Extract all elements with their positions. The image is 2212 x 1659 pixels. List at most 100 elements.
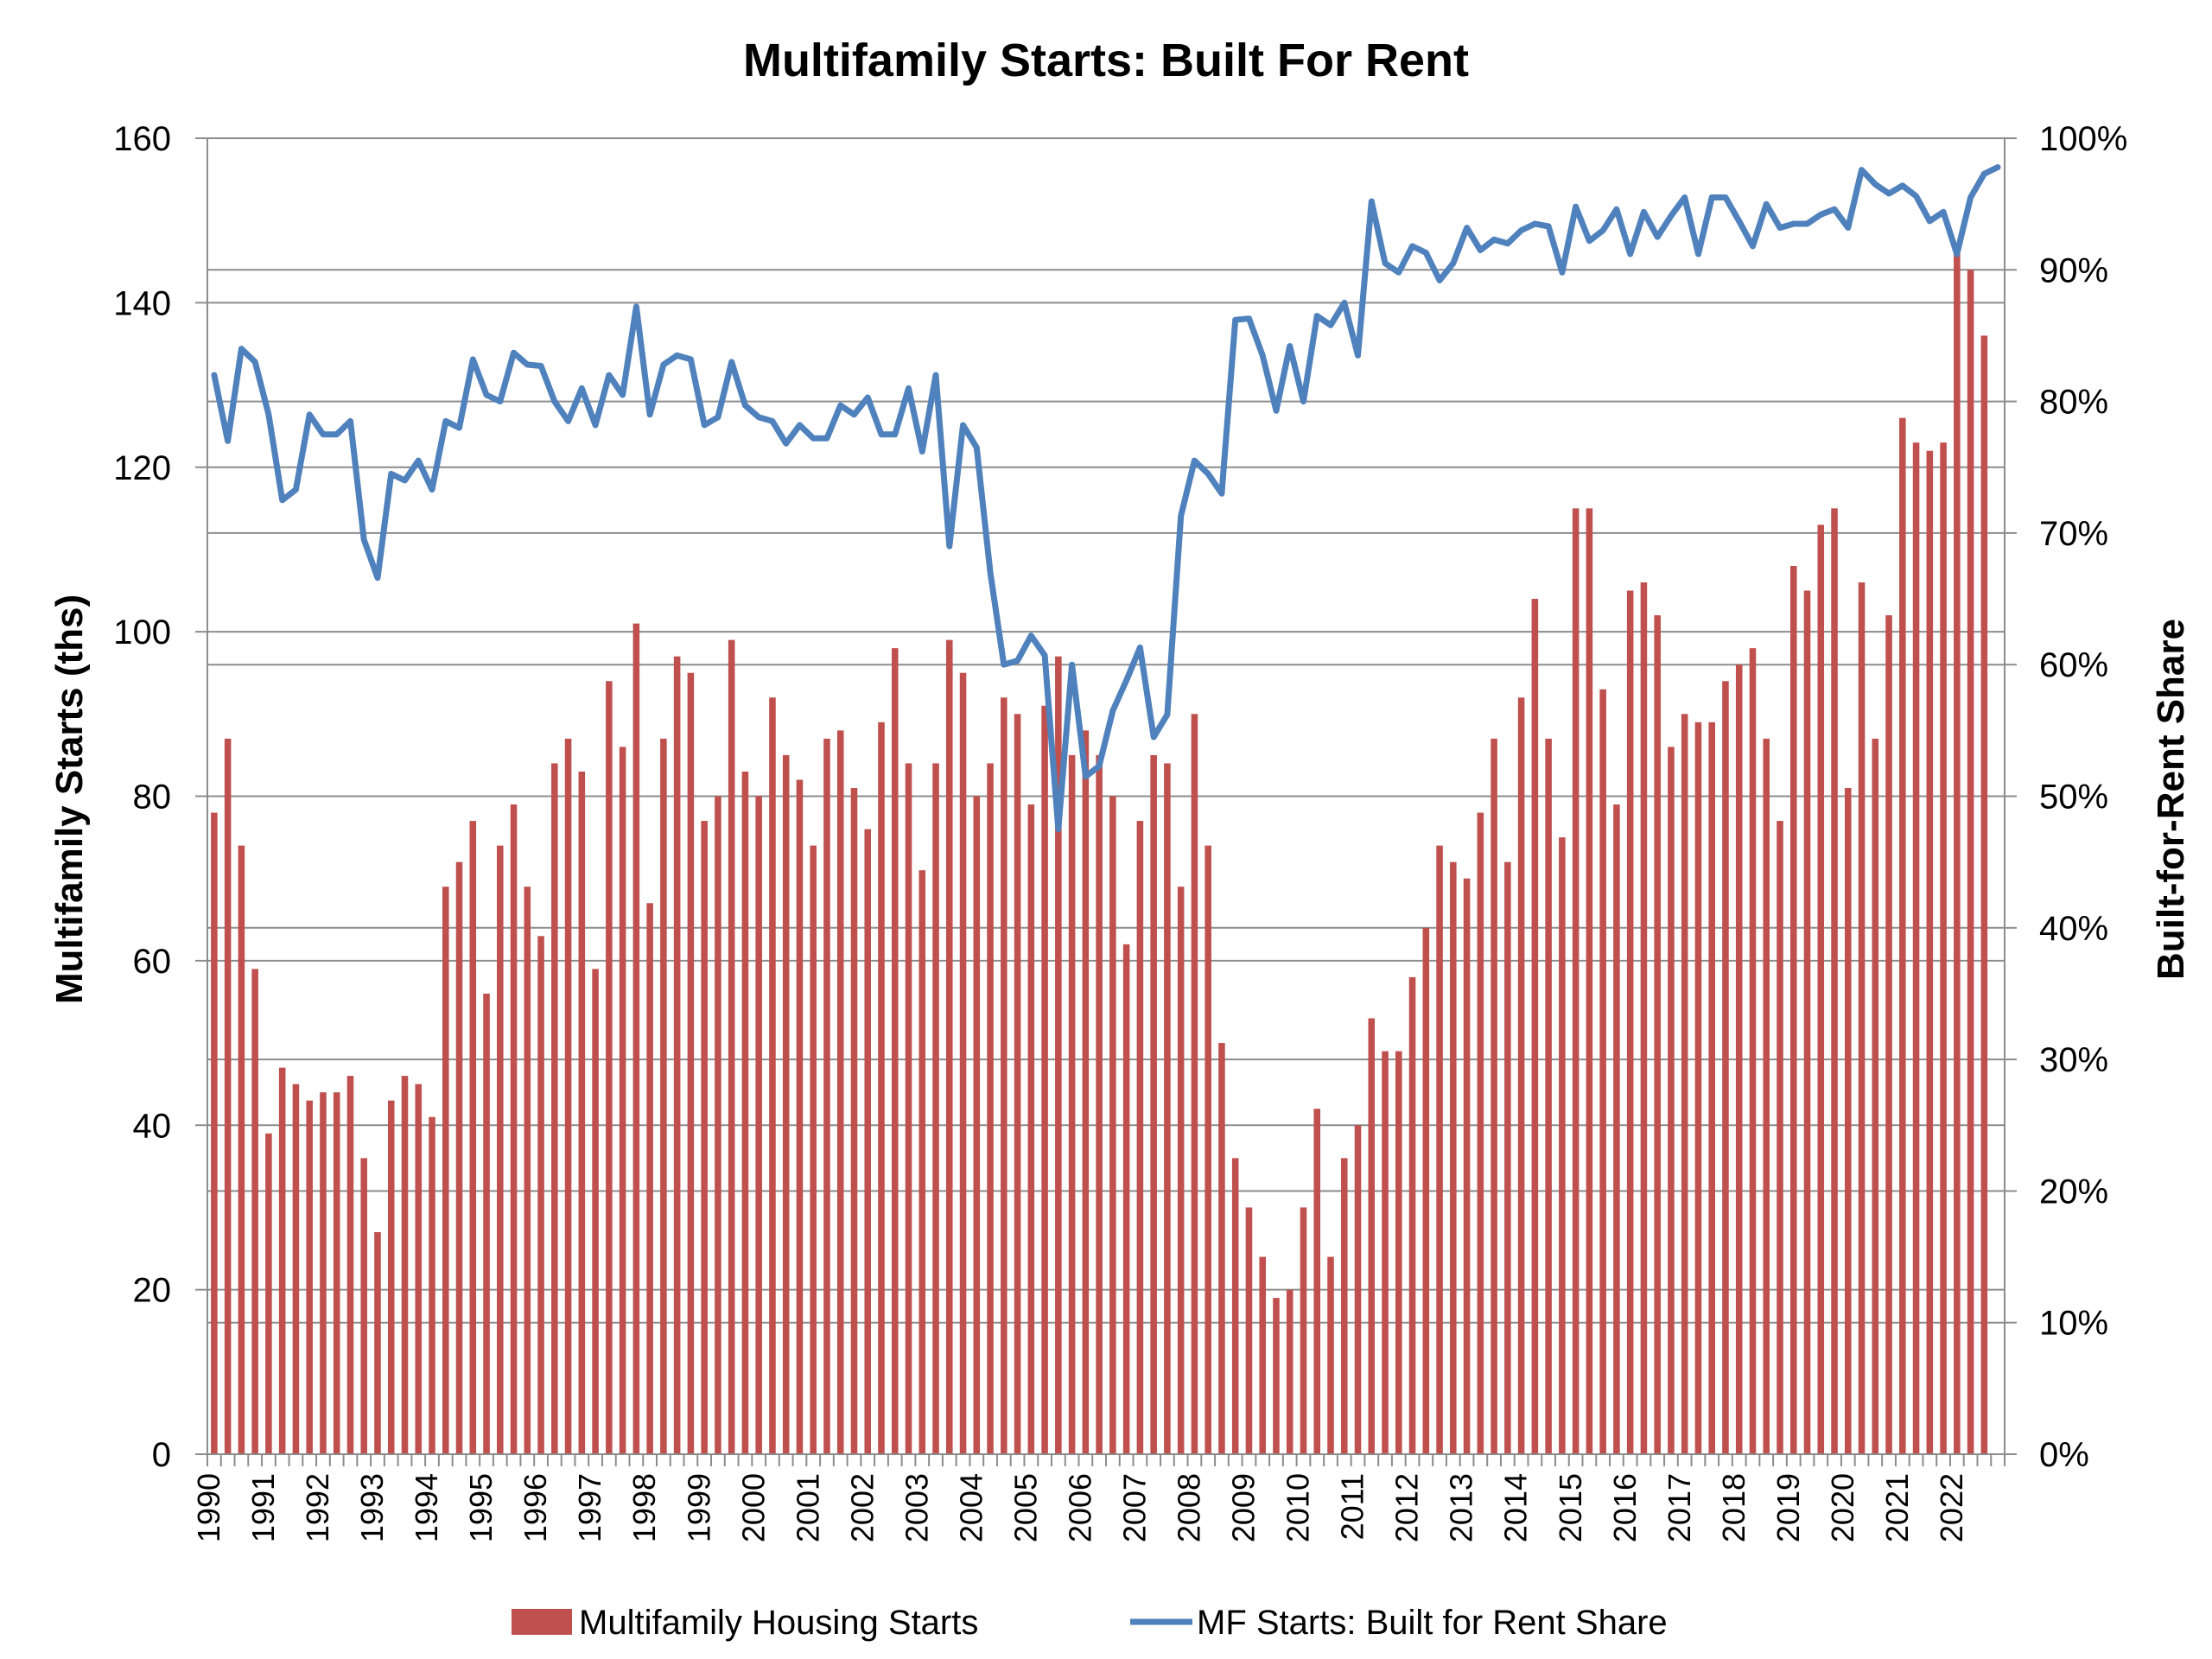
bar (278, 1067, 286, 1454)
right-tick-label: 90% (2039, 251, 2108, 289)
bar (1286, 1289, 1294, 1454)
x-tick-label: 1999 (681, 1473, 716, 1542)
bar (905, 763, 912, 1454)
bar (1082, 730, 1090, 1454)
bar (728, 639, 735, 1454)
bar (537, 936, 544, 1454)
gridlines (207, 137, 2005, 1324)
x-tick-label: 1990 (191, 1473, 226, 1542)
bar (333, 1092, 340, 1454)
bar (646, 903, 653, 1454)
bar (741, 771, 749, 1454)
bar (1422, 927, 1430, 1454)
bar (1205, 845, 1211, 1454)
x-tick-label: 2003 (899, 1473, 934, 1542)
bar (1001, 697, 1007, 1454)
x-tick-label: 2005 (1007, 1473, 1043, 1542)
left-tick-label: 140 (113, 284, 171, 322)
right-tick-label: 0% (2039, 1436, 2089, 1474)
bar (429, 1116, 435, 1454)
bar (1191, 714, 1198, 1454)
x-tick-label: 2015 (1553, 1473, 1588, 1542)
bar (1586, 508, 1593, 1454)
bar (1218, 1043, 1225, 1454)
bar (619, 747, 626, 1454)
bar (1477, 812, 1484, 1454)
left-tick-label: 120 (113, 449, 171, 487)
bar (1749, 648, 1757, 1454)
right-tick-label: 40% (2039, 910, 2108, 948)
bar (1014, 714, 1021, 1454)
x-tick-label: 2019 (1770, 1473, 1806, 1542)
bar (1150, 754, 1157, 1454)
bar (1531, 599, 1539, 1454)
bar (715, 796, 721, 1454)
bar (374, 1231, 381, 1454)
x-tick-label: 2014 (1498, 1473, 1534, 1542)
bar (1450, 861, 1457, 1454)
bar (1559, 837, 1566, 1454)
y-axis-title: Multifamily Starts (ths) (48, 594, 91, 1004)
bar (1817, 524, 1825, 1454)
left-tick-label: 80 (133, 779, 172, 817)
bar (1831, 508, 1838, 1454)
right-tick-label: 100% (2039, 120, 2127, 158)
x-tick-label: 2012 (1389, 1473, 1425, 1542)
x-tick-label: 2021 (1879, 1473, 1915, 1542)
bar (483, 993, 490, 1454)
legend: Multifamily Housing Starts MF Starts: Bu… (512, 1604, 1668, 1642)
bar (360, 1158, 367, 1454)
bar (1654, 615, 1661, 1454)
bar (823, 738, 830, 1454)
bar (211, 812, 218, 1454)
bar (251, 969, 258, 1454)
bar (1504, 861, 1511, 1454)
bar (1517, 697, 1525, 1454)
bar (1313, 1109, 1321, 1454)
bar (1613, 804, 1620, 1454)
bar (524, 887, 531, 1454)
x-tick-label: 2017 (1662, 1473, 1697, 1542)
bar (1096, 754, 1103, 1454)
bar (946, 639, 953, 1454)
bar (1599, 689, 1606, 1454)
bar (1545, 738, 1552, 1454)
bar (415, 1084, 423, 1454)
bar (987, 763, 994, 1454)
bar (1722, 681, 1729, 1454)
x-axis-ticks: 1990 1991 1992 1993 1994 1995 1996 1997 1998 1999… (191, 1473, 1969, 1542)
x-tick-label: 2002 (844, 1473, 880, 1542)
bar (1041, 705, 1048, 1454)
bar (1926, 450, 1934, 1454)
bar (1980, 335, 1988, 1455)
right-tick-label: 80% (2039, 384, 2108, 422)
x-tick-label: 1997 (572, 1473, 607, 1542)
bar (401, 1076, 409, 1454)
left-tick-label: 100 (113, 613, 171, 652)
bar (1164, 763, 1171, 1454)
bar (1858, 582, 1866, 1454)
bar (1136, 821, 1144, 1454)
bar (442, 887, 449, 1454)
right-tick-label: 70% (2039, 515, 2108, 553)
bar (1572, 508, 1580, 1454)
bar (1694, 721, 1702, 1454)
x-tick-label: 1991 (245, 1473, 281, 1542)
x-tick-label: 2009 (1226, 1473, 1262, 1542)
bar (1681, 714, 1688, 1454)
bar (564, 738, 572, 1454)
bar (1354, 1125, 1362, 1454)
left-tick-label: 20 (133, 1272, 172, 1310)
bar (1109, 796, 1116, 1454)
bar (1122, 944, 1130, 1454)
bar (755, 796, 762, 1454)
bar (1899, 417, 1906, 1455)
bar (455, 861, 463, 1454)
bar (320, 1092, 327, 1454)
x-tick-label: 2001 (790, 1473, 825, 1542)
bar (836, 730, 844, 1454)
bar (387, 1100, 395, 1454)
bar (864, 829, 872, 1454)
bar (1845, 787, 1852, 1454)
legend-bar-label: Multifamily Housing Starts (579, 1604, 978, 1642)
